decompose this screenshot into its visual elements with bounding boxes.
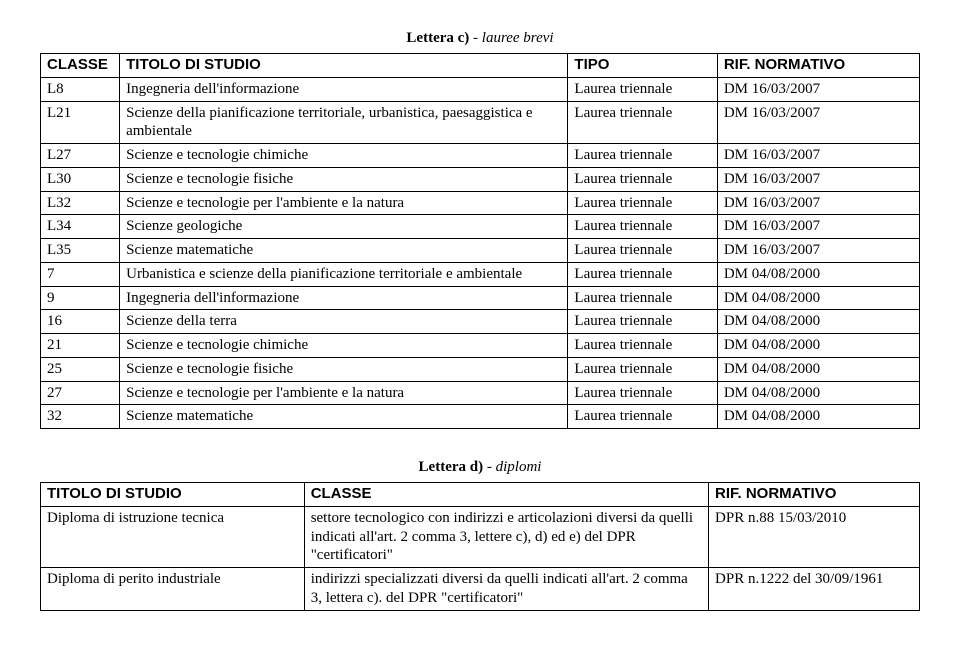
table-cell: L35 (41, 239, 120, 263)
section2-title-prefix: Lettera d) (419, 459, 484, 475)
col-tipo: TIPO (568, 54, 717, 78)
table-cell: Ingegneria dell'informazione (120, 77, 568, 101)
section2-title: Lettera d) - diplomi (40, 459, 920, 476)
table-row: L30Scienze e tecnologie fisicheLaurea tr… (41, 167, 920, 191)
table-cell: 21 (41, 334, 120, 358)
table-row: L34Scienze geologicheLaurea triennaleDM … (41, 215, 920, 239)
table-cell: Scienze matematiche (120, 405, 568, 429)
col-normativo: RIF. NORMATIVO (709, 483, 920, 507)
section1-title: Lettera c) - lauree brevi (40, 30, 920, 47)
table-cell: 32 (41, 405, 120, 429)
table-cell: Scienze della terra (120, 310, 568, 334)
table-cell: DM 04/08/2000 (717, 310, 919, 334)
table-row: L27Scienze e tecnologie chimicheLaurea t… (41, 144, 920, 168)
table-cell: DM 16/03/2007 (717, 101, 919, 144)
table-cell: 7 (41, 262, 120, 286)
table-row: 27Scienze e tecnologie per l'ambiente e … (41, 381, 920, 405)
table-row: L32Scienze e tecnologie per l'ambiente e… (41, 191, 920, 215)
table-row: L35Scienze matematicheLaurea triennaleDM… (41, 239, 920, 263)
table-diplomi: TITOLO DI STUDIO CLASSE RIF. NORMATIVO D… (40, 482, 920, 611)
table-cell: Laurea triennale (568, 77, 717, 101)
table-cell: Laurea triennale (568, 310, 717, 334)
table-cell: Laurea triennale (568, 191, 717, 215)
section1-title-suffix: - lauree brevi (469, 30, 553, 46)
table-cell: Scienze matematiche (120, 239, 568, 263)
col-classe: CLASSE (304, 483, 708, 507)
section1-title-prefix: Lettera c) (406, 30, 469, 46)
table-cell: L32 (41, 191, 120, 215)
table-row: Diploma di istruzione tecnicasettore tec… (41, 506, 920, 567)
table-cell: Laurea triennale (568, 334, 717, 358)
table-cell: L30 (41, 167, 120, 191)
table-cell: Scienze e tecnologie per l'ambiente e la… (120, 381, 568, 405)
col-titolo: TITOLO DI STUDIO (120, 54, 568, 78)
table-lauree-brevi: CLASSE TITOLO DI STUDIO TIPO RIF. NORMAT… (40, 53, 920, 429)
table-cell: Scienze e tecnologie chimiche (120, 144, 568, 168)
table-cell: Scienze e tecnologie fisiche (120, 357, 568, 381)
table-cell: Laurea triennale (568, 239, 717, 263)
table-row: L21Scienze della pianificazione territor… (41, 101, 920, 144)
table-row: 16Scienze della terraLaurea triennaleDM … (41, 310, 920, 334)
col-titolo: TITOLO DI STUDIO (41, 483, 305, 507)
table-header-row: CLASSE TITOLO DI STUDIO TIPO RIF. NORMAT… (41, 54, 920, 78)
table-row: 9Ingegneria dell'informazioneLaurea trie… (41, 286, 920, 310)
table-cell: Scienze e tecnologie fisiche (120, 167, 568, 191)
table-cell: DM 16/03/2007 (717, 215, 919, 239)
table-cell: Scienze e tecnologie per l'ambiente e la… (120, 191, 568, 215)
table-row: 21Scienze e tecnologie chimicheLaurea tr… (41, 334, 920, 358)
table-cell: Urbanistica e scienze della pianificazio… (120, 262, 568, 286)
table-cell: Laurea triennale (568, 101, 717, 144)
table-row: L8Ingegneria dell'informazioneLaurea tri… (41, 77, 920, 101)
table-cell: DPR n.1222 del 30/09/1961 (709, 568, 920, 611)
table-cell: Laurea triennale (568, 405, 717, 429)
table-cell: Scienze e tecnologie chimiche (120, 334, 568, 358)
table-cell: DM 04/08/2000 (717, 381, 919, 405)
table-header-row: TITOLO DI STUDIO CLASSE RIF. NORMATIVO (41, 483, 920, 507)
table-cell: Laurea triennale (568, 286, 717, 310)
table-cell: Scienze geologiche (120, 215, 568, 239)
table-cell: Laurea triennale (568, 262, 717, 286)
table-row: 7Urbanistica e scienze della pianificazi… (41, 262, 920, 286)
table-cell: DM 04/08/2000 (717, 334, 919, 358)
table-cell: 16 (41, 310, 120, 334)
col-classe: CLASSE (41, 54, 120, 78)
section2-title-suffix: - diplomi (483, 459, 541, 475)
table-cell: DM 16/03/2007 (717, 167, 919, 191)
table-cell: 9 (41, 286, 120, 310)
col-normativo: RIF. NORMATIVO (717, 54, 919, 78)
table-cell: indirizzi specializzati diversi da quell… (304, 568, 708, 611)
table-cell: DM 16/03/2007 (717, 239, 919, 263)
table-cell: DM 04/08/2000 (717, 405, 919, 429)
table-cell: DPR n.88 15/03/2010 (709, 506, 920, 567)
table-cell: 27 (41, 381, 120, 405)
table-row: 32Scienze matematicheLaurea triennaleDM … (41, 405, 920, 429)
table-cell: Laurea triennale (568, 381, 717, 405)
table-cell: DM 04/08/2000 (717, 357, 919, 381)
table-cell: Laurea triennale (568, 144, 717, 168)
table-row: Diploma di perito industrialeindirizzi s… (41, 568, 920, 611)
table-row: 25Scienze e tecnologie fisicheLaurea tri… (41, 357, 920, 381)
table-cell: DM 16/03/2007 (717, 191, 919, 215)
table-cell: Diploma di perito industriale (41, 568, 305, 611)
table-cell: DM 16/03/2007 (717, 77, 919, 101)
table-cell: DM 04/08/2000 (717, 262, 919, 286)
table-cell: 25 (41, 357, 120, 381)
table-cell: Diploma di istruzione tecnica (41, 506, 305, 567)
table-cell: L8 (41, 77, 120, 101)
table-cell: DM 04/08/2000 (717, 286, 919, 310)
table-cell: L34 (41, 215, 120, 239)
table-cell: Laurea triennale (568, 357, 717, 381)
table-cell: settore tecnologico con indirizzi e arti… (304, 506, 708, 567)
table-cell: L21 (41, 101, 120, 144)
table-cell: Scienze della pianificazione territorial… (120, 101, 568, 144)
table-cell: DM 16/03/2007 (717, 144, 919, 168)
table-cell: Laurea triennale (568, 167, 717, 191)
table-cell: Laurea triennale (568, 215, 717, 239)
table-cell: Ingegneria dell'informazione (120, 286, 568, 310)
table-cell: L27 (41, 144, 120, 168)
